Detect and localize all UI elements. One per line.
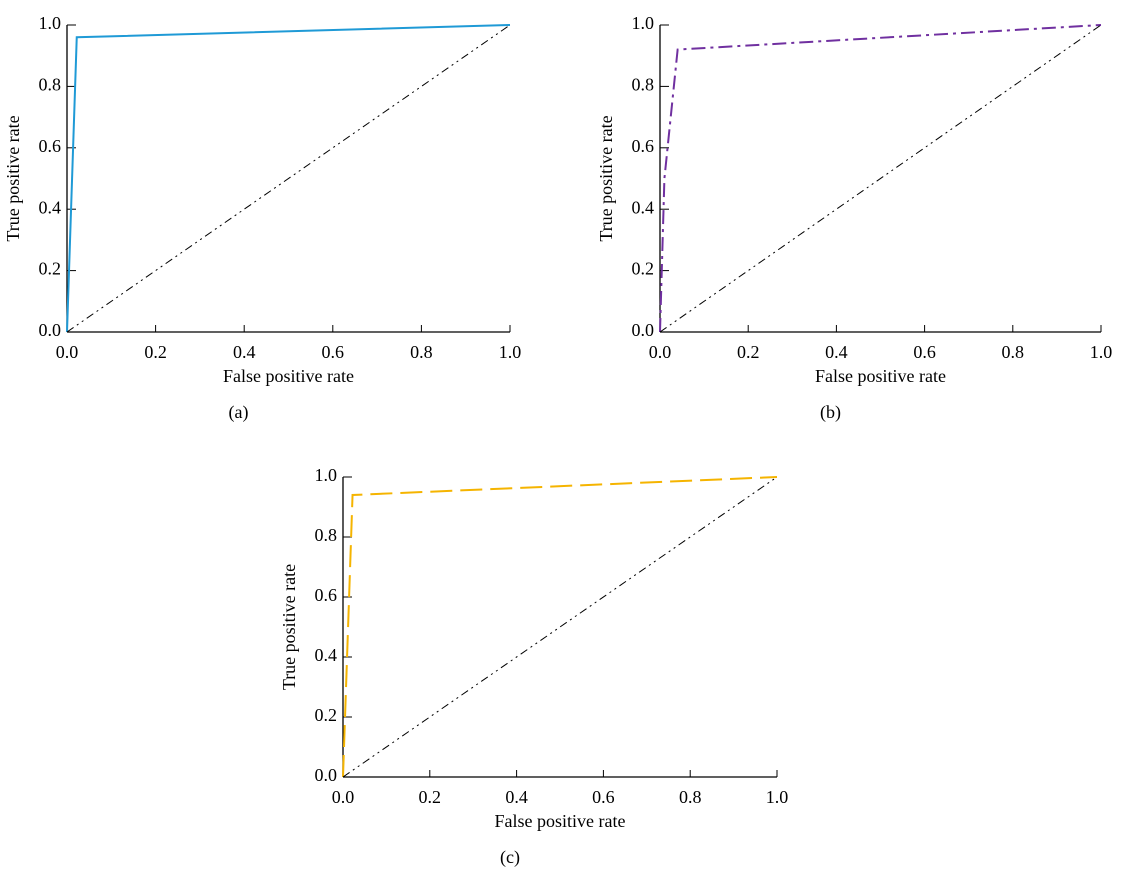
x-tick-label: 1.0 [499,342,522,362]
x-tick-label: 0.8 [410,342,433,362]
x-tick-label: 0.0 [56,342,79,362]
y-tick-label: 0.4 [315,645,338,665]
x-tick-label: 1.0 [766,787,789,807]
roc-curve [659,24,1102,333]
y-tick-label: 0.4 [632,197,655,217]
y-axis-label: True positive rate [3,115,23,241]
y-tick-label: 0.2 [632,259,655,279]
y-tick-label: 0.8 [315,525,338,545]
caption: (b) [820,402,841,423]
x-tick-label: 0.2 [737,342,760,362]
x-axis-label: False positive rate [223,366,354,386]
y-tick-label: 0.2 [315,705,338,725]
y-tick-label: 0.6 [39,136,62,156]
caption: (c) [500,847,520,868]
roc-curve [66,24,511,333]
x-tick-label: 0.6 [913,342,936,362]
x-tick-label: 0.0 [332,787,355,807]
x-tick-label: 0.2 [419,787,442,807]
y-tick-label: 0.6 [315,585,338,605]
y-tick-label: 0.0 [632,320,655,340]
x-tick-label: 0.4 [825,342,848,362]
x-tick-label: 0.8 [679,787,702,807]
caption: (a) [229,402,249,423]
y-tick-label: 0.0 [39,320,62,340]
y-axis-label: True positive rate [279,564,299,690]
x-tick-label: 1.0 [1090,342,1113,362]
x-tick-label: 0.6 [592,787,615,807]
roc-curve [66,24,511,333]
y-tick-label: 0.8 [632,75,655,95]
x-tick-label: 0.4 [505,787,528,807]
y-tick-label: 1.0 [39,13,62,33]
x-axis-label: False positive rate [815,366,946,386]
y-axis-label: True positive rate [596,115,616,241]
x-tick-label: 0.4 [233,342,256,362]
y-tick-label: 0.2 [39,259,62,279]
y-tick-label: 1.0 [632,13,655,33]
y-tick-label: 0.4 [39,197,62,217]
x-tick-label: 0.6 [322,342,345,362]
y-tick-label: 1.0 [315,465,338,485]
x-tick-label: 0.8 [1002,342,1025,362]
roc-curve [659,24,1102,333]
y-tick-label: 0.6 [632,136,655,156]
x-tick-label: 0.0 [649,342,672,362]
roc-curve [342,476,778,778]
roc-curve [342,476,778,778]
y-tick-label: 0.8 [39,75,62,95]
x-tick-label: 0.2 [144,342,167,362]
y-tick-label: 0.0 [315,765,338,785]
x-axis-label: False positive rate [495,811,626,831]
